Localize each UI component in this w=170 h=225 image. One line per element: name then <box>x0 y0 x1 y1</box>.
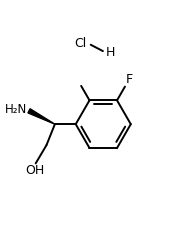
Text: F: F <box>126 73 133 86</box>
Text: Cl: Cl <box>74 37 87 50</box>
Text: H₂N: H₂N <box>5 104 27 117</box>
Polygon shape <box>28 109 55 124</box>
Text: H: H <box>106 46 115 59</box>
Text: OH: OH <box>25 164 45 177</box>
